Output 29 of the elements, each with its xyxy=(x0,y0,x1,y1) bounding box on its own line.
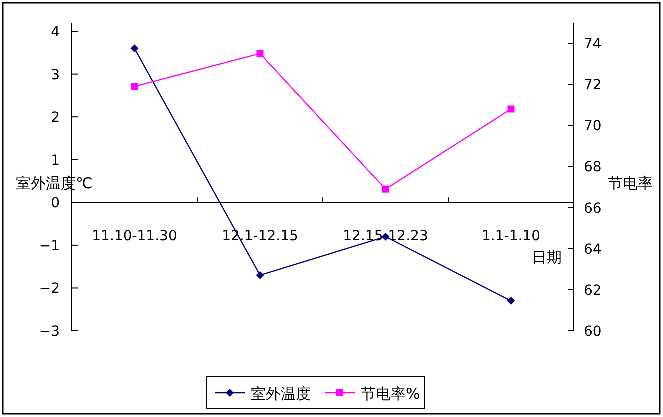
legend-label: 节电率% xyxy=(361,385,420,403)
y-tick-label: −2 xyxy=(39,281,60,298)
y-tick-label: −1 xyxy=(39,238,60,254)
x-axis-title: 日期 xyxy=(532,248,562,267)
y-tick-label: 3 xyxy=(51,67,60,84)
point xyxy=(382,186,390,193)
y-tick-label: 2 xyxy=(51,110,60,126)
y2-tick-label: 60 xyxy=(584,324,602,340)
x-tick-label: 1.1-1.10 xyxy=(482,228,540,245)
point xyxy=(256,50,264,58)
y2-tick-label: 62 xyxy=(584,282,602,299)
x-tick-label: 11.10-11.30 xyxy=(92,228,178,245)
point xyxy=(130,44,139,53)
y2-tick-label: 68 xyxy=(584,160,602,176)
point xyxy=(508,106,515,113)
point xyxy=(256,271,264,280)
y-tick-label: −3 xyxy=(39,324,60,340)
y2-axis-title: 节电率 xyxy=(608,174,653,193)
y-tick-label: 4 xyxy=(51,24,60,41)
y2-tick-label: 74 xyxy=(584,36,602,53)
y2-tick-label: 70 xyxy=(584,118,602,135)
y-tick-label: 1 xyxy=(51,152,60,169)
y2-tick-label: 66 xyxy=(584,200,602,217)
point xyxy=(507,297,516,306)
y2-tick-label: 64 xyxy=(584,242,602,258)
y-tick-label: 0 xyxy=(51,196,60,212)
point xyxy=(131,83,138,90)
legend-label: 室外温度 xyxy=(251,385,311,403)
y2-tick-label: 72 xyxy=(584,78,602,94)
